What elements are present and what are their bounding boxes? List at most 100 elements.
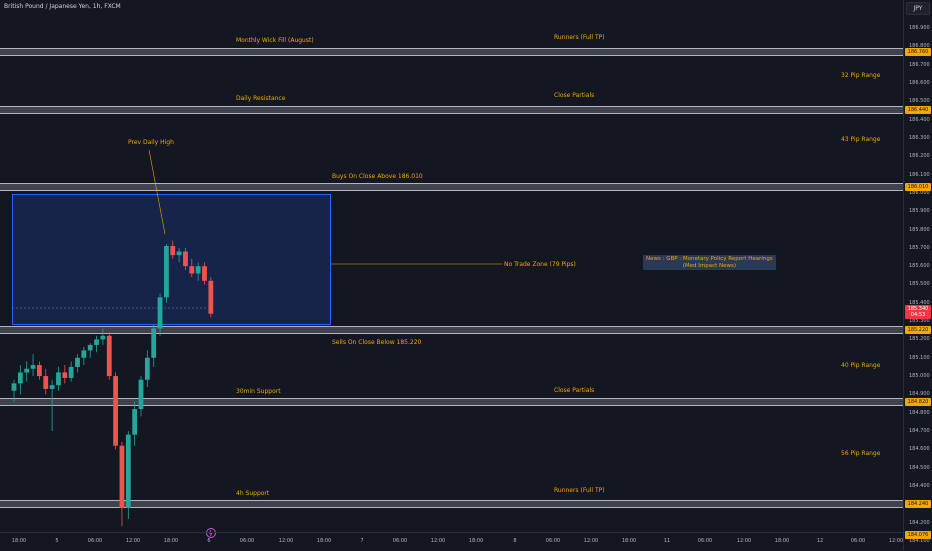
- candle[interactable]: [75, 354, 80, 373]
- label-range-43: 43 Pip Range: [841, 136, 881, 143]
- candle-body: [30, 365, 36, 369]
- candle[interactable]: [24, 361, 30, 382]
- price-tick: 186.000: [909, 189, 930, 196]
- candle-body: [119, 445, 125, 508]
- level-band-4h-support[interactable]: [0, 500, 903, 508]
- candle[interactable]: [208, 277, 214, 318]
- time-tick: 12:00: [583, 538, 599, 544]
- time-tick: 12:00: [125, 538, 141, 544]
- candle-body: [56, 372, 61, 386]
- price-tick: 184.500: [909, 464, 930, 471]
- candle[interactable]: [68, 361, 74, 382]
- level-band-30min-support[interactable]: [0, 398, 903, 406]
- candle[interactable]: [49, 379, 55, 432]
- news-annotation[interactable]: News : GBP : Monetary Policy Report Hear…: [643, 255, 776, 270]
- time-tick: 18:00: [774, 538, 790, 544]
- time-tick: 12:00: [278, 538, 294, 544]
- label-close-partials-bottom: Close Partials: [554, 387, 595, 394]
- candle-body: [100, 335, 106, 340]
- candle[interactable]: [43, 368, 49, 395]
- level-band-daily-resistance[interactable]: [0, 106, 903, 114]
- price-tick: 185.400: [909, 299, 930, 306]
- candle-body: [164, 246, 169, 298]
- candle[interactable]: [17, 365, 23, 395]
- candle-body: [195, 266, 201, 274]
- price-axis[interactable]: [903, 0, 932, 550]
- currency-button[interactable]: JPY: [906, 2, 930, 15]
- symbol-title: British Pound / Japanese Yen, 1h, FXCM: [4, 3, 121, 10]
- time-tick: 06:00: [392, 538, 408, 544]
- candle-body: [24, 368, 30, 373]
- event-marker-icon[interactable]: [205, 527, 217, 539]
- candle[interactable]: [151, 324, 157, 367]
- label-close-partials-top: Close Partials: [554, 92, 595, 99]
- candle[interactable]: [56, 366, 61, 391]
- candle[interactable]: [11, 379, 17, 402]
- candlestick-chart[interactable]: [0, 0, 903, 532]
- price-tick: 185.900: [909, 208, 930, 215]
- news-line-2: (Med Impact News): [682, 262, 737, 269]
- time-tick: 06:00: [87, 538, 103, 544]
- candle-body: [202, 266, 207, 281]
- candle[interactable]: [144, 350, 150, 388]
- chart-area[interactable]: British Pound / Japanese Yen, 1h, FXCM M…: [0, 0, 903, 538]
- price-tick: 185.500: [909, 281, 930, 288]
- candle[interactable]: [157, 293, 163, 336]
- no-trade-zone-box[interactable]: [12, 194, 331, 325]
- price-tick: 185.200: [909, 336, 930, 343]
- candle[interactable]: [106, 332, 112, 380]
- price-tick: 186.600: [909, 79, 930, 86]
- candle[interactable]: [100, 328, 106, 345]
- candle[interactable]: [183, 247, 188, 270]
- candle[interactable]: [37, 361, 42, 380]
- candle[interactable]: [94, 335, 99, 353]
- price-tick: 186.400: [909, 116, 930, 123]
- price-tick: 185.600: [909, 263, 930, 270]
- price-tick: 184.200: [909, 519, 930, 526]
- price-tick: 186.700: [909, 61, 930, 68]
- level-band-monthly-wick[interactable]: [0, 48, 903, 56]
- candle[interactable]: [176, 247, 182, 263]
- price-tag-184820: 184.820: [905, 398, 931, 406]
- candle-body: [94, 339, 99, 345]
- candle[interactable]: [189, 258, 195, 278]
- price-tick: 184.400: [909, 483, 930, 489]
- time-tick: 18:00: [163, 538, 179, 544]
- candle[interactable]: [87, 343, 93, 358]
- price-tick: 186.500: [909, 98, 930, 105]
- candle[interactable]: [138, 376, 144, 417]
- candle-body: [87, 344, 93, 351]
- candle[interactable]: [30, 354, 36, 377]
- candle[interactable]: [164, 244, 169, 303]
- time-tick: 06:00: [545, 538, 561, 544]
- candle[interactable]: [81, 346, 87, 366]
- price-tag-185220: 185.220: [905, 326, 931, 334]
- candle-body: [43, 376, 49, 389]
- candle[interactable]: [202, 262, 207, 285]
- label-runners-top: Runners (Full TP): [554, 34, 605, 41]
- candle[interactable]: [119, 442, 125, 527]
- candle-body: [176, 251, 182, 256]
- price-tick: 186.100: [909, 171, 930, 178]
- level-band-buys[interactable]: [0, 183, 903, 191]
- candle-body: [81, 350, 87, 358]
- time-axis[interactable]: [0, 532, 903, 551]
- level-band-sells[interactable]: [0, 326, 903, 334]
- candle[interactable]: [125, 431, 131, 519]
- candle[interactable]: [62, 365, 68, 384]
- candle-body: [170, 246, 176, 256]
- candle-body: [62, 372, 68, 378]
- label-runners-bottom: Runners (Full TP): [554, 487, 605, 494]
- candle[interactable]: [195, 262, 201, 281]
- candle-body: [75, 357, 80, 367]
- candle[interactable]: [170, 240, 176, 259]
- candle[interactable]: [132, 401, 138, 446]
- time-tick: 6: [207, 538, 211, 544]
- time-tick: 18:00: [11, 538, 27, 544]
- price-tick: 184.100: [909, 537, 930, 544]
- time-tick: 12:00: [736, 538, 752, 544]
- time-tick: 06:00: [239, 538, 255, 544]
- time-tick: 18:00: [621, 538, 637, 544]
- candle[interactable]: [113, 372, 118, 450]
- candle-body: [17, 372, 23, 384]
